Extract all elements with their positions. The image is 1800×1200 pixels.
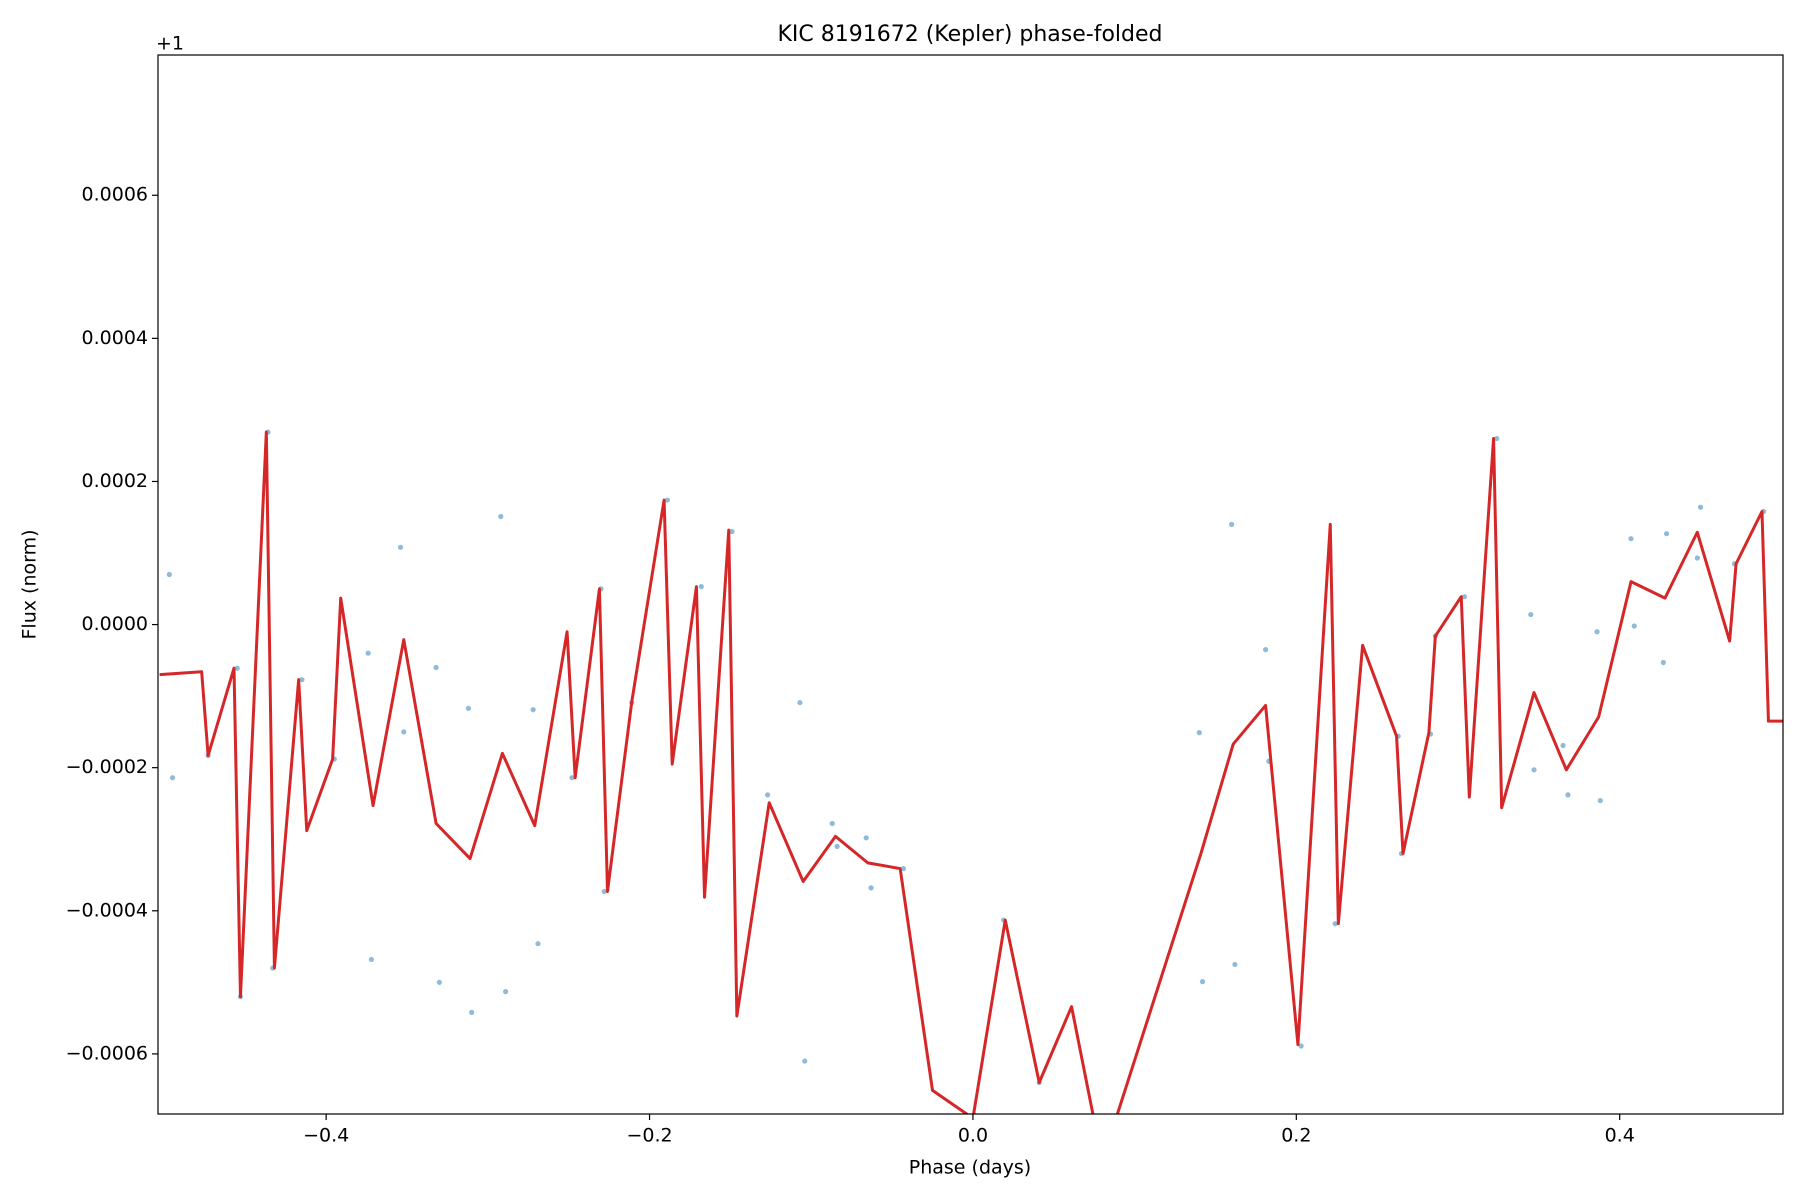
- data-point: [365, 650, 371, 656]
- y-axis-label: Flux (norm): [19, 529, 41, 639]
- y-tick-label: −0.0004: [66, 899, 148, 921]
- x-tick-label: 0.0: [958, 1125, 988, 1147]
- data-point: [1199, 979, 1206, 985]
- data-point: [169, 775, 176, 781]
- data-point: [401, 729, 407, 735]
- data-point: [1494, 435, 1500, 442]
- data-point: [900, 865, 906, 872]
- data-point: [698, 584, 704, 590]
- data-point: [1560, 742, 1566, 749]
- data-point: [802, 1058, 808, 1064]
- data-point: [1332, 921, 1338, 927]
- data-point: [433, 664, 439, 671]
- y-tick-label: 0.0004: [82, 327, 148, 349]
- data-point: [465, 705, 472, 711]
- x-tick-label: 0.2: [1281, 1125, 1311, 1147]
- data-point: [1528, 611, 1534, 618]
- data-point: [1597, 797, 1603, 804]
- data-point: [601, 888, 607, 895]
- data-line: [159, 430, 1783, 1114]
- data-point: [1694, 555, 1700, 561]
- chart-title: KIC 8191672 (Kepler) phase-folded: [777, 22, 1162, 47]
- x-axis-label: Phase (days): [909, 1157, 1031, 1179]
- data-point: [1232, 961, 1238, 968]
- x-tick-label: −0.2: [626, 1125, 672, 1147]
- data-point: [436, 979, 442, 985]
- plot-area: [159, 429, 1783, 1114]
- data-point: [1298, 1043, 1304, 1049]
- x-tick-label: 0.4: [1605, 1125, 1635, 1147]
- data-point: [1461, 594, 1468, 600]
- data-point: [834, 843, 840, 849]
- y-tick-label: 0.0002: [82, 470, 148, 492]
- y-tick-label: −0.0002: [66, 756, 148, 778]
- x-tick-label: −0.4: [303, 1125, 349, 1147]
- y-tick-label: −0.0006: [66, 1042, 148, 1064]
- data-point: [299, 677, 305, 683]
- data-point: [368, 956, 375, 963]
- data-point: [1565, 792, 1571, 798]
- data-point: [764, 792, 771, 798]
- data-point: [469, 1009, 475, 1015]
- y-offset-text: +1: [156, 33, 184, 55]
- data-point: [1594, 629, 1600, 635]
- data-point: [1531, 767, 1537, 773]
- data-point: [1196, 730, 1202, 736]
- data-point: [234, 665, 240, 671]
- data-point: [797, 699, 803, 706]
- data-point: [569, 775, 575, 781]
- data-point: [1660, 659, 1666, 666]
- data-point: [535, 941, 541, 947]
- data-point: [829, 820, 835, 827]
- data-point: [1663, 531, 1670, 537]
- data-point: [1697, 504, 1704, 510]
- data-point: [397, 544, 404, 550]
- data-point: [1631, 623, 1637, 629]
- data-point: [1262, 647, 1269, 653]
- y-tick-label: 0.0000: [82, 613, 148, 635]
- data-point: [503, 989, 509, 995]
- data-point: [664, 497, 670, 503]
- data-point: [863, 835, 869, 841]
- data-point: [530, 707, 536, 713]
- data-point: [868, 885, 874, 891]
- data-point: [498, 513, 504, 520]
- axes-frame: [157, 54, 1784, 1115]
- y-tick-label: 0.0006: [82, 184, 148, 206]
- data-point: [166, 571, 172, 578]
- data-point: [729, 528, 735, 535]
- data-point: [1229, 521, 1235, 527]
- data-point: [1628, 536, 1634, 542]
